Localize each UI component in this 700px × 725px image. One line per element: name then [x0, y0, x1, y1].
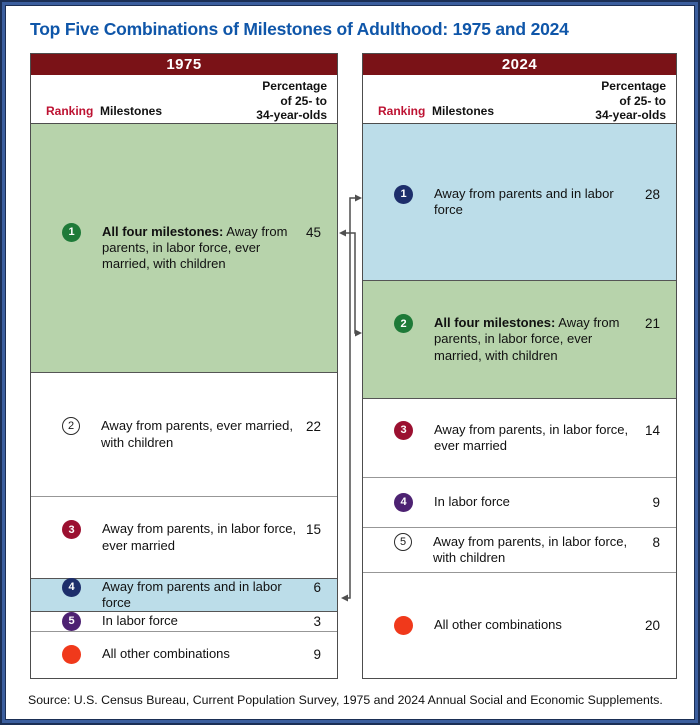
percentage-value: 9	[652, 494, 660, 510]
milestone-label: All other combinations	[102, 646, 230, 661]
milestone-label: Away from parents, in labor force, ever …	[434, 421, 629, 453]
milestone-label: In labor force	[102, 612, 178, 628]
milestone-row: 4 Away from parents and in labor force 6	[31, 577, 337, 611]
milestone-row: 5 Away from parents, in labor force, wit…	[363, 527, 676, 572]
milestone-row: 3 Away from parents, in labor force, eve…	[363, 398, 676, 477]
milestone-row: 3 Away from parents, in labor force, eve…	[31, 496, 337, 578]
percentage-value: 21	[644, 316, 660, 332]
rank-badge: 5	[62, 611, 81, 631]
ranking-column-header: Ranking	[46, 104, 94, 118]
percentage-value: 3	[313, 613, 321, 629]
milestone-label: Away from parents, ever married, with ch…	[101, 418, 293, 450]
milestone-label: All four milestones: Away from parents, …	[434, 315, 620, 363]
column-headers: Ranking Milestones Percentage of 25- to …	[363, 75, 676, 124]
milestones-column-header: Milestones	[432, 104, 495, 118]
percentage-value: 22	[305, 419, 321, 435]
milestone-label: Away from parents and in labor force	[434, 185, 614, 217]
percentage-value: 9	[313, 647, 321, 662]
percentage-value: 8	[652, 534, 660, 550]
milestone-label: Away from parents and in labor force	[102, 578, 282, 610]
milestone-row: 2 Away from parents, ever married, with …	[31, 372, 337, 496]
panel-2024: 2024 Ranking Milestones Percentage of 25…	[362, 53, 677, 679]
milestones-column-header: Milestones	[100, 104, 163, 118]
rank-badge: 3	[62, 520, 81, 540]
milestone-row: All other combinations 20	[363, 572, 676, 678]
milestone-label: Away from parents, in labor force, with …	[433, 533, 628, 565]
percentage-value: 6	[313, 579, 321, 595]
percentage-value: 45	[305, 224, 321, 240]
column-headers: Ranking Milestones Percentage of 25- to …	[31, 75, 337, 124]
milestone-row: 5 In labor force 3	[31, 611, 337, 631]
percentage-value: 20	[644, 617, 660, 633]
percentage-value: 15	[305, 522, 321, 538]
all-other-dot-icon	[62, 645, 81, 664]
milestone-label: All other combinations	[434, 616, 562, 632]
panel-year-header: 2024	[363, 54, 676, 75]
rank-badge: 4	[62, 577, 81, 597]
milestone-row: 1 All four milestones: Away from parents…	[31, 124, 337, 372]
rank-badge: 4	[394, 492, 413, 512]
percentage-value: 14	[644, 422, 660, 438]
all-other-dot-icon	[394, 615, 413, 635]
rank-badge: 2	[394, 314, 413, 334]
rank-badge: 2	[62, 417, 80, 436]
milestone-row: All other combinations 9	[31, 631, 337, 678]
percentage-value: 28	[644, 186, 660, 202]
rank-badge: 1	[394, 184, 413, 204]
rank-badge: 1	[62, 222, 81, 242]
panel-1975: 1975 Ranking Milestones Percentage of 25…	[30, 53, 338, 679]
milestone-label: All four milestones: Away from parents, …	[102, 223, 288, 272]
ranking-column-header: Ranking	[378, 104, 426, 118]
milestone-label: Away from parents, in labor force, ever …	[102, 521, 297, 553]
milestone-row: 1 Away from parents and in labor force 2…	[363, 124, 676, 280]
milestone-row: 2 All four milestones: Away from parents…	[363, 280, 676, 398]
milestone-label: In labor force	[434, 493, 510, 509]
percentage-column-header: Percentage of 25- to 34-year-olds	[595, 79, 666, 123]
source-note: Source: U.S. Census Bureau, Current Popu…	[28, 693, 663, 707]
figure-title: Top Five Combinations of Milestones of A…	[30, 19, 569, 39]
percentage-column-header: Percentage of 25- to 34-year-olds	[256, 79, 327, 123]
panel-year-header: 1975	[31, 54, 337, 75]
milestone-row: 4 In labor force 9	[363, 477, 676, 527]
rank-badge: 3	[394, 420, 413, 440]
rank-badge: 5	[394, 532, 412, 551]
